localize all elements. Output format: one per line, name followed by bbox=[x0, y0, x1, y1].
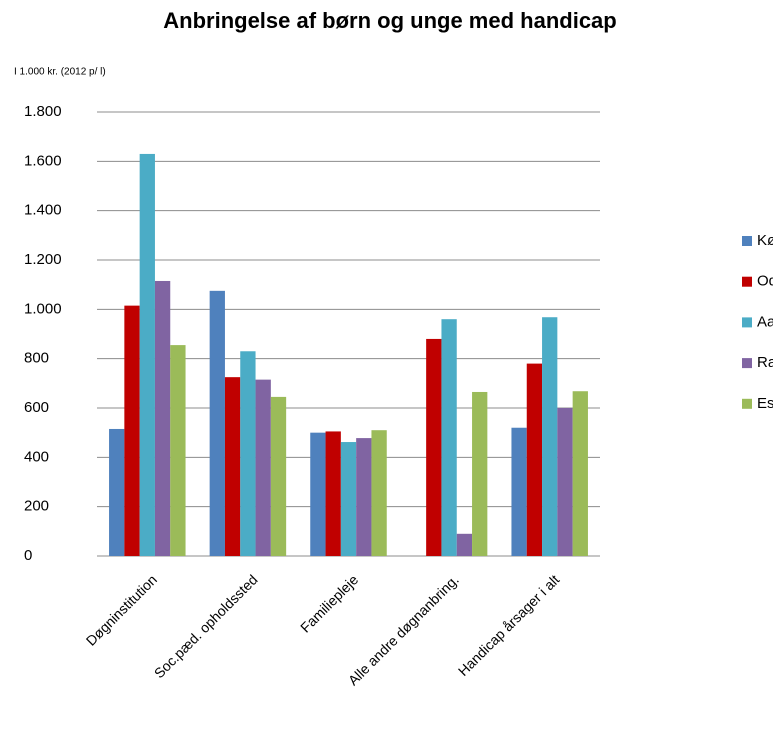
bar bbox=[472, 391, 488, 556]
legend-swatch bbox=[742, 276, 752, 287]
bar bbox=[456, 533, 473, 556]
legend-swatch bbox=[742, 236, 752, 246]
x-tick-label: Døgninstitution bbox=[83, 571, 160, 648]
y-axis-label: I 1.000 kr. (2012 p/ l) bbox=[14, 67, 106, 78]
bar bbox=[526, 363, 543, 556]
legend-label: Odense bbox=[757, 273, 773, 290]
bar bbox=[325, 431, 341, 556]
bar bbox=[426, 338, 442, 556]
legend-swatch bbox=[742, 398, 752, 409]
y-tick-label: 1.800 bbox=[24, 103, 62, 120]
y-tick-label: 800 bbox=[24, 350, 49, 367]
y-tick-label: 1.600 bbox=[24, 152, 62, 169]
y-tick-label: 1.000 bbox=[24, 300, 62, 317]
legend-swatch bbox=[742, 358, 752, 369]
legend-label: Esbjerg bbox=[757, 395, 773, 412]
bar bbox=[557, 408, 573, 556]
y-tick-label: 1.400 bbox=[24, 202, 62, 219]
legend-swatch bbox=[742, 317, 752, 328]
bar bbox=[270, 396, 287, 556]
bar bbox=[371, 430, 387, 556]
bar bbox=[542, 317, 558, 556]
bar bbox=[139, 153, 155, 556]
bar bbox=[170, 345, 186, 556]
y-tick-label: 400 bbox=[24, 448, 49, 465]
bar bbox=[255, 379, 271, 556]
y-tick-label: 1.200 bbox=[24, 251, 62, 268]
bar bbox=[310, 432, 326, 556]
x-tick-label: Alle andre døgnanbring. bbox=[345, 571, 462, 688]
x-tick-label: Handicap årsager i alt bbox=[455, 571, 563, 679]
bar bbox=[124, 305, 140, 556]
bar bbox=[224, 377, 241, 556]
chart-title: Anbringelse af børn og unge med handicap bbox=[163, 8, 616, 33]
bar bbox=[572, 391, 588, 556]
bar bbox=[109, 428, 125, 556]
x-tick-label: Familiepleje bbox=[297, 571, 361, 635]
legend-label: Randers bbox=[757, 354, 773, 371]
bar bbox=[441, 319, 457, 556]
y-tick-label: 0 bbox=[24, 547, 32, 564]
bar bbox=[154, 280, 171, 556]
bar bbox=[356, 438, 372, 556]
bar bbox=[340, 442, 357, 556]
legend-label: København bbox=[757, 232, 773, 249]
y-tick-label: 600 bbox=[24, 399, 49, 416]
y-tick-label: 200 bbox=[24, 498, 49, 515]
bar bbox=[511, 427, 527, 556]
legend-label: Aalborg bbox=[757, 313, 773, 330]
bar bbox=[240, 351, 256, 556]
bar bbox=[209, 290, 225, 556]
x-tick-label: Soc.pæd. opholdssted bbox=[151, 571, 261, 681]
